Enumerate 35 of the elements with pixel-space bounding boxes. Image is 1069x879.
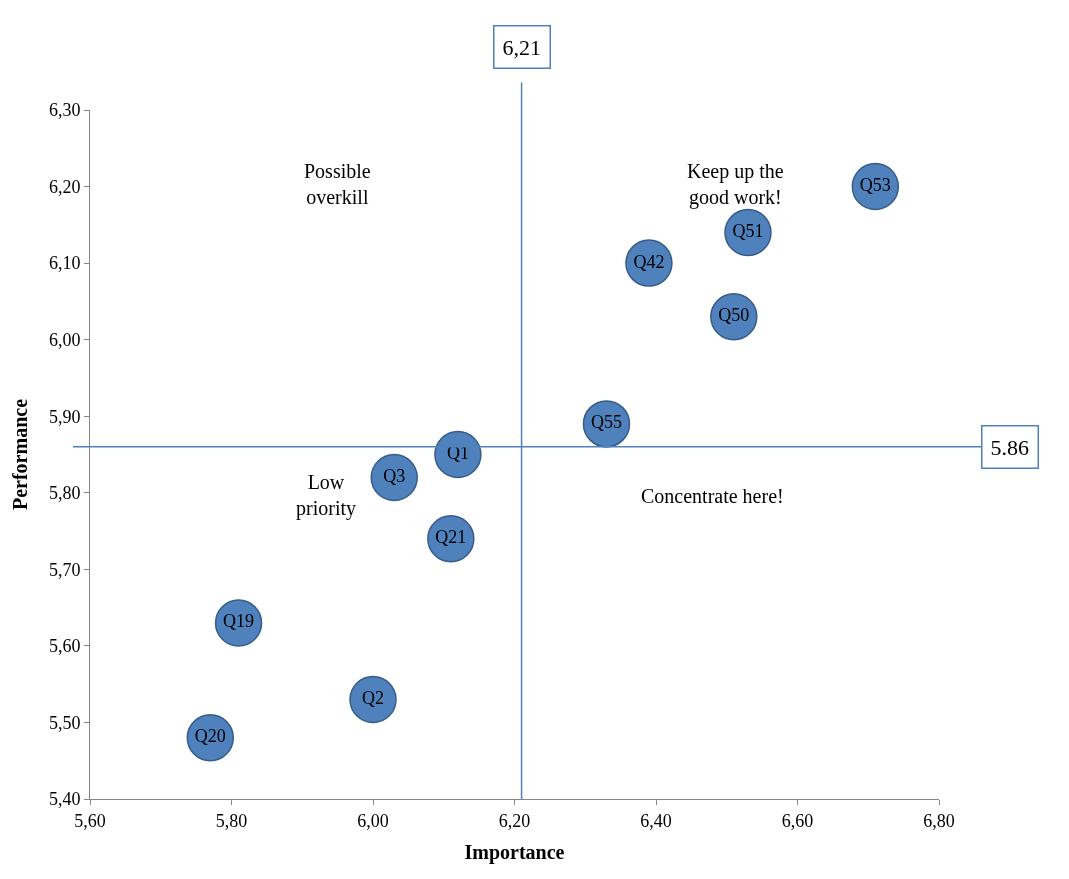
annotation: Concentrate here! (641, 485, 784, 507)
data-label: Q50 (718, 305, 750, 326)
y-axis-title: Performance (9, 398, 32, 511)
x-tick-label: 5,60 (74, 810, 106, 831)
ref-line-label: 6,21 (502, 34, 541, 60)
ref-line-label: 5.86 (990, 434, 1029, 460)
y-tick-label: 5,60 (48, 636, 81, 657)
x-tick-label: 6,20 (498, 810, 531, 831)
annotation: Keep up the good work! (687, 160, 784, 209)
data-label: Q42 (633, 251, 665, 272)
y-tick-label: 5,50 (48, 712, 81, 733)
y-tick-label: 6,30 (48, 100, 81, 121)
data-label: Q55 (590, 412, 622, 433)
data-label: Q3 (383, 465, 406, 486)
annotation: Possible overkill (304, 160, 371, 208)
x-tick-label: 6,60 (781, 810, 814, 831)
x-axis-title: Importance (464, 841, 565, 865)
y-tick-label: 5,80 (48, 483, 81, 504)
data-label: Q21 (435, 527, 467, 548)
y-tick-label: 5,90 (48, 406, 81, 427)
y-tick-label: 6,20 (48, 176, 81, 197)
data-label: Q51 (732, 220, 764, 241)
y-tick-label: 6,10 (48, 253, 81, 274)
y-tick-label: 5,70 (48, 559, 81, 580)
data-label: Q19 (223, 611, 255, 632)
y-tick-label: 5,40 (48, 789, 81, 810)
data-label: Q20 (194, 726, 226, 747)
y-tick-label: 6,00 (48, 329, 81, 350)
x-tick-label: 5,80 (215, 810, 248, 831)
data-label: Q53 (859, 175, 891, 196)
x-tick-label: 6,40 (640, 810, 672, 831)
x-tick-label: 6,00 (357, 810, 389, 831)
data-label: Q2 (362, 687, 384, 708)
annotation: Low priority (296, 471, 356, 520)
x-tick-label: 6,80 (923, 810, 955, 831)
